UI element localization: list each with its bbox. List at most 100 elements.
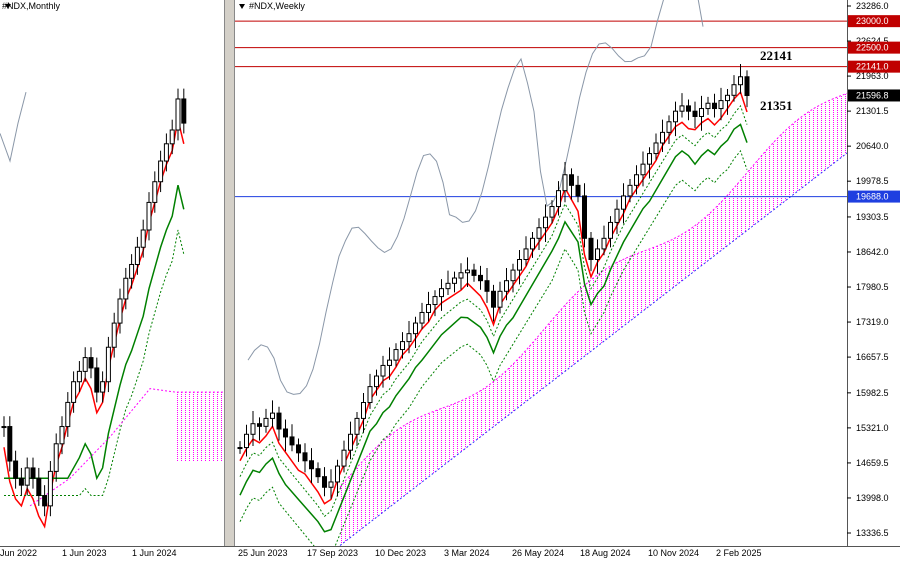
weekly-candle-body — [504, 280, 509, 292]
weekly-candle-body — [601, 237, 607, 250]
weekly-candle-body — [302, 452, 308, 462]
monthly-candle-body — [88, 357, 94, 369]
monthly-candle-body — [53, 443, 59, 472]
weekly-candle-body — [244, 433, 249, 449]
weekly-plot — [235, 0, 847, 546]
weekly-candle-body — [562, 174, 568, 192]
weekly-candle-body — [283, 428, 288, 438]
chikou-line — [247, 0, 704, 395]
weekly-candle-body — [452, 277, 457, 284]
weekly-candle-body — [400, 341, 405, 351]
weekly-candle-body — [614, 208, 620, 223]
weekly-candle-body — [322, 476, 327, 488]
monthly-candle-body — [94, 367, 100, 393]
weekly-candle-body — [536, 227, 542, 239]
price-tick-label: 17319.0 — [856, 317, 889, 327]
monthly-candle-body — [134, 246, 140, 265]
monthly-candle-body — [76, 370, 82, 383]
price-tick-label: 21963.0 — [856, 71, 889, 81]
weekly-candle-body — [380, 364, 386, 377]
weekly-candle-body — [289, 436, 295, 446]
annotation-22141: 22141 — [760, 48, 793, 63]
monthly-chart-title: #NDX,Monthly — [2, 1, 61, 11]
weekly-candle-body — [341, 449, 347, 467]
cloud-lower-edge — [339, 152, 847, 546]
monthly-candle-body — [7, 426, 13, 462]
monthly-candle-body — [117, 298, 123, 324]
monthly-candle-body — [47, 470, 53, 507]
weekly-candle-body — [484, 280, 490, 292]
time-axis-labels: Jun 2022 1 Jun 2023 1 Jun 2024 25 Jun 2023 1… — [0, 548, 762, 558]
monthly-kijun-dashed-line — [4, 229, 185, 497]
weekly-candle-body — [315, 468, 321, 478]
monthly-cloud-area — [175, 392, 224, 462]
panel-divider[interactable] — [225, 0, 234, 546]
weekly-cloud-area — [340, 93, 847, 546]
price-tag-label: 22141.0 — [856, 62, 889, 72]
weekly-candle-body — [367, 386, 373, 404]
price-tag-box — [848, 41, 900, 54]
weekly-candle-body — [692, 110, 698, 117]
weekly-candle-body — [263, 417, 269, 427]
monthly-candle-body — [42, 495, 48, 507]
weekly-candle-body — [348, 433, 353, 451]
monthly-time-label: Jun 2022 — [0, 548, 37, 558]
weekly-candle-body — [549, 206, 555, 218]
monthly-tenkan-line — [3, 119, 185, 529]
annotation-21351: 21351 — [760, 98, 793, 113]
weekly-candle-body — [497, 290, 503, 308]
dropdown-triangle-icon[interactable] — [5, 4, 11, 9]
weekly-candle-body — [257, 423, 262, 427]
monthly-candle-body — [71, 381, 77, 403]
weekly-candle-body — [712, 102, 717, 110]
weekly-candle-body — [569, 174, 574, 186]
weekly-candle-body — [608, 221, 613, 239]
price-tick-label: 14659.5 — [856, 458, 889, 468]
weekly-candle-body — [445, 282, 451, 290]
monthly-candle-body — [30, 467, 36, 479]
weekly-candle-body — [627, 184, 633, 197]
weekly-candle-body — [335, 465, 340, 483]
weekly-candle-body — [465, 269, 470, 274]
price-tick-label: 19978.5 — [856, 176, 889, 186]
weekly-candle-body — [686, 105, 691, 112]
weekly-candle-body — [426, 304, 431, 313]
weekly-candle-body — [270, 412, 275, 419]
price-tick-label: 15982.5 — [856, 388, 889, 398]
price-tick-label: 19303.5 — [856, 212, 889, 222]
kijun-upper-dashed-line — [239, 104, 748, 518]
weekly-candle-body — [523, 248, 529, 261]
weekly-candle-body — [432, 296, 438, 306]
monthly-candle-body — [181, 98, 187, 124]
dropdown-triangle-icon[interactable] — [239, 4, 245, 9]
weekly-candle-body — [543, 216, 548, 229]
weekly-time-label: 18 Aug 2024 — [580, 548, 631, 558]
weekly-candle-body — [354, 417, 360, 435]
price-tick-label: 18642.0 — [856, 247, 889, 257]
weekly-candle-body — [731, 84, 737, 96]
weekly-candle-body — [387, 359, 392, 366]
monthly-candle-body — [36, 477, 42, 497]
weekly-candle-body — [621, 195, 626, 210]
weekly-ichimoku-cloud — [339, 92, 847, 546]
monthly-candle-body — [65, 401, 71, 428]
price-tag-box — [848, 60, 900, 73]
monthly-cloud-edge — [29, 388, 224, 507]
weekly-candle-body — [705, 102, 711, 110]
weekly-candle-body — [478, 274, 483, 282]
weekly-candle-body — [471, 269, 477, 276]
price-tag-label: 19688.0 — [856, 192, 889, 202]
weekly-candle-body — [510, 269, 516, 282]
weekly-candle-body — [530, 237, 535, 250]
price-tick-label: 20640.0 — [856, 141, 889, 151]
price-tick-label: 13998.0 — [856, 493, 889, 503]
weekly-candle-body — [309, 460, 314, 470]
weekly-candle-body — [556, 190, 561, 208]
monthly-indicator-lines — [0, 91, 224, 529]
weekly-candles — [237, 64, 750, 499]
weekly-candle-body — [673, 110, 678, 123]
weekly-candle-body — [634, 174, 639, 186]
weekly-candle-body — [250, 423, 256, 435]
monthly-time-label: 1 Jun 2023 — [62, 548, 107, 558]
weekly-candle-body — [744, 76, 750, 97]
